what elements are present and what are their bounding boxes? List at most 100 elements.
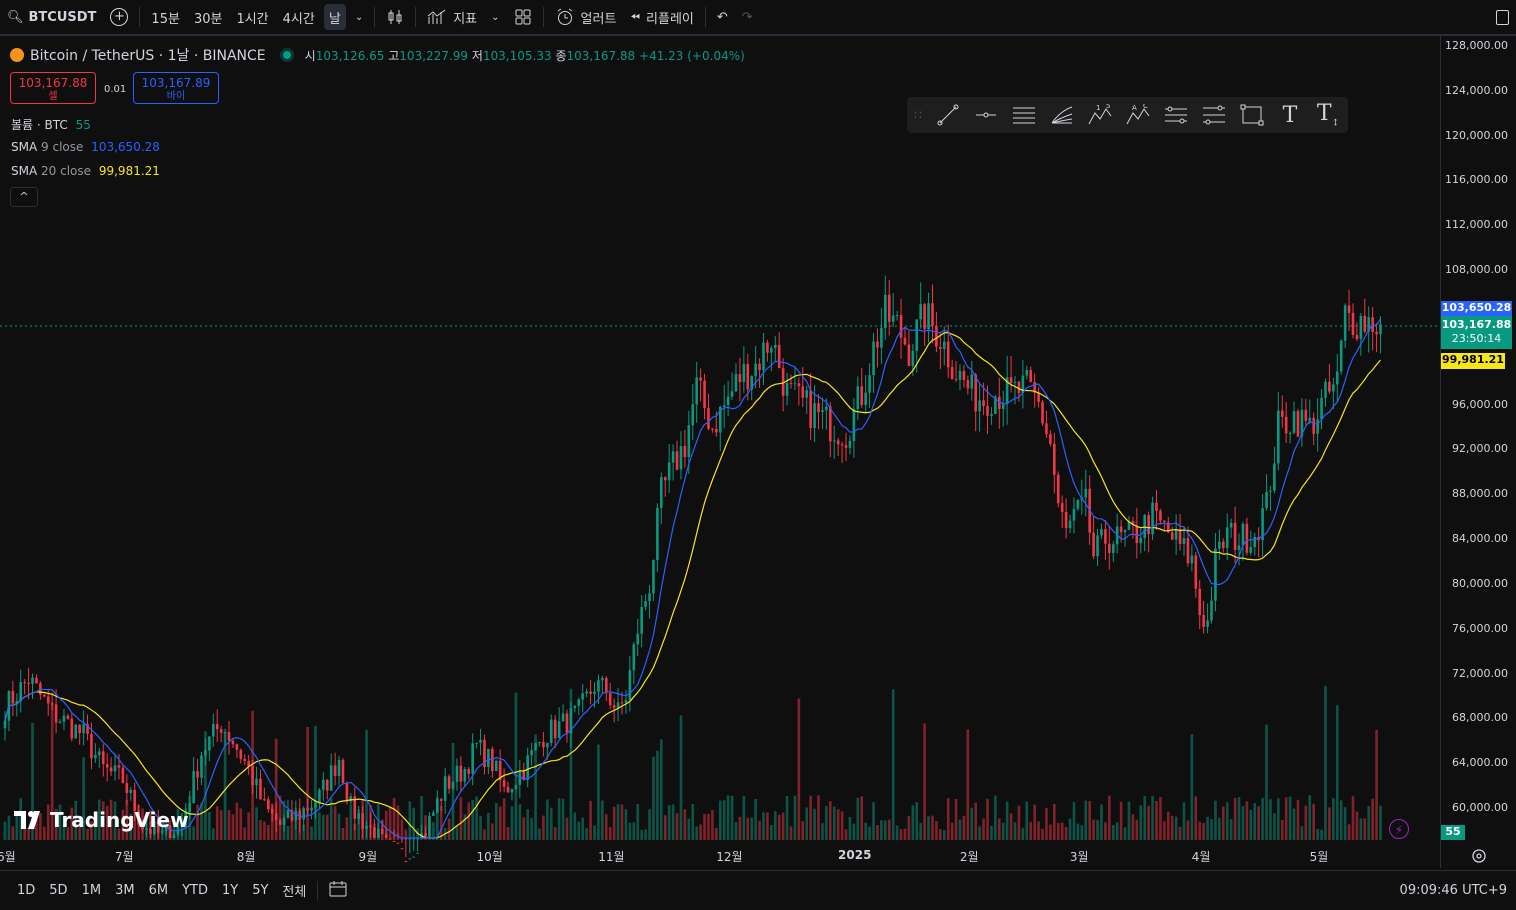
candle xyxy=(663,476,667,497)
indicators-dropdown[interactable]: ⌄ xyxy=(484,0,506,34)
volume-bar xyxy=(825,805,828,840)
trend-line-tool[interactable] xyxy=(929,97,967,133)
volume-bar xyxy=(1186,820,1190,840)
divider xyxy=(317,880,319,901)
volume-bar xyxy=(1359,818,1363,840)
candle xyxy=(656,503,659,572)
fullscreen-button[interactable] xyxy=(1489,0,1516,34)
candle xyxy=(762,332,765,386)
date-range-tool[interactable] xyxy=(1157,97,1195,133)
interval-4h[interactable]: 4시간 xyxy=(282,11,315,27)
volume-bar xyxy=(1355,811,1359,840)
undo-button[interactable]: ↶ xyxy=(710,0,735,34)
parallel-channel-tool[interactable] xyxy=(1005,97,1043,133)
range-5y[interactable]: 5Y xyxy=(252,883,269,898)
text-tool[interactable]: T xyxy=(1271,97,1309,133)
range-3m[interactable]: 3M xyxy=(115,883,135,898)
candle xyxy=(1139,528,1143,554)
candle xyxy=(1218,529,1221,561)
candle xyxy=(569,701,573,748)
volume-bar xyxy=(109,799,113,840)
symbol-search[interactable]: 🔍︎ BTCUSDT xyxy=(0,0,103,34)
volume-bar xyxy=(868,826,871,840)
volume-bar xyxy=(204,731,207,840)
divider xyxy=(415,7,417,27)
volume-label: 볼륨 · BTC xyxy=(11,118,68,132)
volume-bar xyxy=(1060,822,1064,840)
time-axis[interactable]: 6월 7월 8월 9월 10월 11월 12월 2025 2월 3월 4월 5월 xyxy=(0,840,1440,868)
volume-bar xyxy=(801,821,805,840)
sma20-legend[interactable]: SMA 20 close 99,981.21 xyxy=(11,164,160,178)
rectangle-tool[interactable] xyxy=(1233,97,1271,133)
candle xyxy=(691,384,695,441)
indicators-button[interactable]: 지표 xyxy=(420,0,484,34)
text-format-tool[interactable]: T↕ xyxy=(1309,97,1347,133)
redo-button[interactable]: ↷ xyxy=(735,0,760,34)
volume-bar xyxy=(1371,798,1374,840)
layouts-button[interactable] xyxy=(507,0,539,34)
candle xyxy=(1060,495,1064,529)
volume-bar xyxy=(1194,796,1198,840)
range-5d[interactable]: 5D xyxy=(49,883,68,898)
range-1d[interactable]: 1D xyxy=(17,883,36,898)
volume-bar xyxy=(738,816,742,840)
candle xyxy=(369,813,372,838)
collapse-legend-button[interactable]: ^ xyxy=(10,187,38,207)
range-all[interactable]: 전체 xyxy=(282,885,307,900)
fib-tool[interactable] xyxy=(1043,97,1081,133)
replay-button[interactable]: ⏪︎ 리플레이 xyxy=(623,0,700,34)
range-ytd[interactable]: YTD xyxy=(182,883,208,898)
price-range-tool[interactable] xyxy=(1195,97,1233,133)
alert-button[interactable]: 얼러트 xyxy=(548,0,624,34)
buy-button[interactable]: 103,167.89 바이 xyxy=(133,72,219,104)
sma9-legend[interactable]: SMA 9 close 103,650.28 xyxy=(11,140,160,154)
volume-bar xyxy=(844,829,848,840)
candle xyxy=(1155,490,1158,530)
interval-dropdown[interactable]: ⌄ xyxy=(348,0,370,34)
candle xyxy=(1233,506,1237,564)
volume-bar xyxy=(1143,795,1146,840)
horizontal-ray-tool[interactable] xyxy=(967,97,1005,133)
legend-title[interactable]: Bitcoin / TetherUS · 1날 · BINANCE xyxy=(30,48,266,64)
volume-bar xyxy=(459,797,463,840)
candle xyxy=(333,752,337,786)
interval-1h[interactable]: 1시간 xyxy=(236,11,269,27)
volume-bar xyxy=(1296,799,1300,840)
price-chart[interactable] xyxy=(0,36,1440,868)
candle xyxy=(652,559,655,601)
range-1y[interactable]: 1Y xyxy=(221,883,239,898)
undo-icon: ↶ xyxy=(716,9,728,25)
volume-bar xyxy=(357,809,360,840)
volume-bar xyxy=(569,688,573,840)
volume-bar xyxy=(310,826,313,840)
date-range-button[interactable] xyxy=(322,880,354,901)
text-size-icon: T↕ xyxy=(1316,101,1340,129)
candle xyxy=(149,821,152,838)
volume-bar xyxy=(832,806,836,840)
price-axis[interactable]: 128,000.00 124,000.00 120,000.00 116,000.00… xyxy=(1440,36,1516,868)
bottom-toolbar: 1D 5D 1M 3M 6M YTD 1Y 5Y 전체 09:09:46 UTC… xyxy=(0,870,1516,910)
svg-text:C: C xyxy=(1143,104,1148,110)
interval-30m[interactable]: 30분 xyxy=(193,11,223,27)
volume-indicator-legend[interactable]: 볼륨 · BTC 55 xyxy=(11,116,91,133)
range-lines-icon xyxy=(1165,106,1187,124)
volume-bar xyxy=(856,797,860,840)
candle xyxy=(679,431,683,480)
compare-symbol-button[interactable]: + xyxy=(103,0,135,34)
clock-timezone[interactable]: 09:09:46 UTC+9 xyxy=(1399,883,1507,898)
candle xyxy=(325,778,329,800)
interval-1d[interactable]: 날 xyxy=(322,0,348,34)
sell-button[interactable]: 103,167.88 셀 xyxy=(10,72,96,104)
interval-15m[interactable]: 15분 xyxy=(151,11,180,27)
chart-settings-button[interactable] xyxy=(1471,848,1487,868)
drag-handle-icon[interactable]: ∷ xyxy=(914,108,922,122)
volume-bar xyxy=(1339,800,1343,840)
candle xyxy=(27,667,30,700)
lightning-icon[interactable]: ⚡︎ xyxy=(1389,819,1409,839)
range-6m[interactable]: 6M xyxy=(148,883,169,898)
range-1m[interactable]: 1M xyxy=(81,883,102,898)
chart-type-button[interactable] xyxy=(379,0,411,34)
volume-bar xyxy=(829,801,832,840)
